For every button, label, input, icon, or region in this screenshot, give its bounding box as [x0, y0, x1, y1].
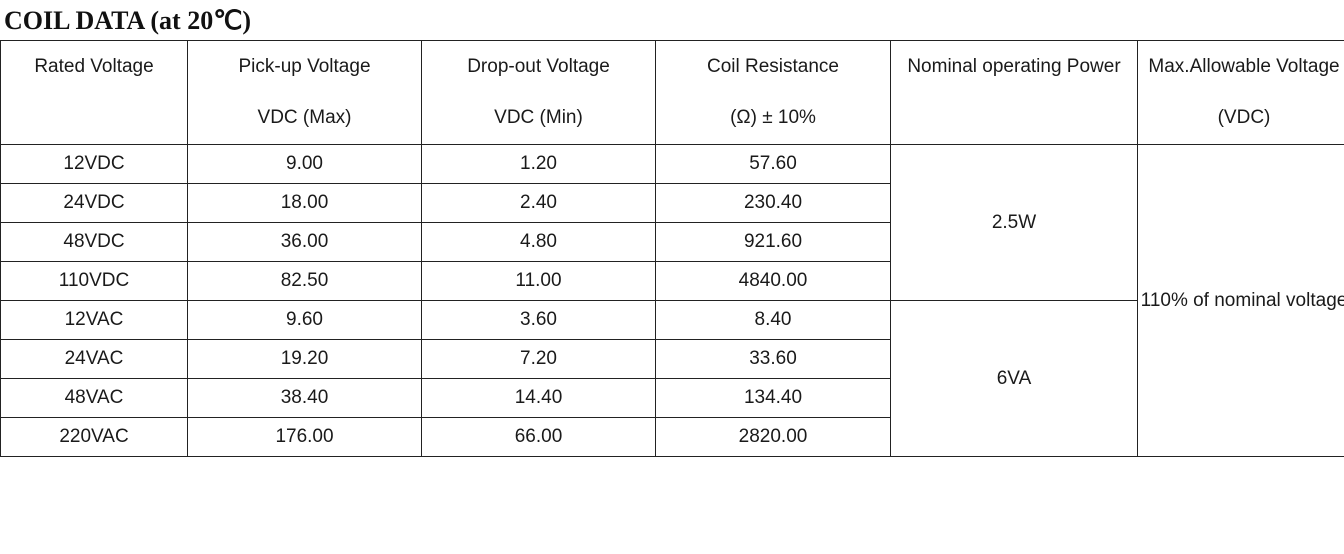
cell-dropout-voltage: 2.40: [421, 183, 656, 223]
table-row: 12VAC 9.60 3.60 8.40 6VA: [0, 300, 1344, 457]
cell-coil-resistance: 134.40: [655, 378, 891, 418]
cell-rated-voltage: 110VDC: [0, 261, 188, 301]
table-header-row: Rated Voltage Pick-up Voltage VDC (Max) …: [0, 40, 1344, 145]
header-label: Pick-up Voltage: [238, 56, 371, 77]
table-row: 24VAC 19.20 7.20 33.60: [0, 339, 1344, 379]
cell-coil-resistance: 921.60: [655, 222, 891, 262]
cell-coil-resistance: 57.60: [655, 144, 891, 184]
cell-rated-voltage: 48VAC: [0, 378, 188, 418]
cell-pickup-voltage: 82.50: [187, 261, 422, 301]
cell-pickup-voltage: 19.20: [187, 339, 422, 379]
table-row: 48VDC 36.00 4.80 921.60: [0, 222, 1344, 262]
cell-rated-voltage: 12VDC: [0, 144, 188, 184]
cell-rated-voltage: 48VDC: [0, 222, 188, 262]
cell-dropout-voltage: 3.60: [421, 300, 656, 340]
cell-pickup-voltage: 9.00: [187, 144, 422, 184]
header-coil-resistance: Coil Resistance (Ω) ± 10%: [655, 40, 891, 145]
cell-dropout-voltage: 14.40: [421, 378, 656, 418]
cell-coil-resistance: 230.40: [655, 183, 891, 223]
header-label: Drop-out Voltage: [467, 56, 610, 77]
cell-pickup-voltage: 18.00: [187, 183, 422, 223]
cell-rated-voltage: 12VAC: [0, 300, 188, 340]
header-unit: [892, 105, 1137, 131]
cell-coil-resistance: 4840.00: [655, 261, 891, 301]
cell-dropout-voltage: 11.00: [421, 261, 656, 301]
table-row: 220VAC 176.00 66.00 2820.00: [0, 417, 1344, 457]
cell-dropout-voltage: 1.20: [421, 144, 656, 184]
cell-coil-resistance: 33.60: [655, 339, 891, 379]
cell-pickup-voltage: 38.40: [187, 378, 422, 418]
header-unit: (VDC): [1217, 107, 1271, 128]
cell-rated-voltage: 24VAC: [0, 339, 188, 379]
cell-dropout-voltage: 7.20: [421, 339, 656, 379]
cell-coil-resistance: 2820.00: [655, 417, 891, 457]
header-unit: (Ω) ± 10%: [730, 107, 816, 128]
header-label: Coil Resistance: [707, 56, 839, 77]
cell-rated-voltage: 24VDC: [0, 183, 188, 223]
header-unit: VDC (Min): [494, 107, 583, 128]
header-dropout-voltage: Drop-out Voltage VDC (Min): [421, 40, 656, 145]
header-max-allowable-voltage: Max.Allowable Voltage (VDC): [1137, 40, 1344, 145]
cell-dropout-voltage: 66.00: [421, 417, 656, 457]
header-unit: VDC (Max): [257, 107, 352, 128]
table-row: 48VAC 38.40 14.40 134.40: [0, 378, 1344, 418]
table-row: 110VDC 82.50 11.00 4840.00: [0, 261, 1344, 301]
cell-coil-resistance: 8.40: [655, 300, 891, 340]
header-nominal-power: Nominal operating Power: [890, 40, 1138, 145]
header-label: Rated Voltage: [34, 56, 154, 77]
page-title: COIL DATA (at 20℃): [4, 6, 252, 35]
cell-rated-voltage: 220VAC: [0, 417, 188, 457]
header-rated-voltage: Rated Voltage: [0, 40, 188, 145]
cell-dropout-voltage: 4.80: [421, 222, 656, 262]
cell-pickup-voltage: 176.00: [187, 417, 422, 457]
header-pickup-voltage: Pick-up Voltage VDC (Max): [187, 40, 422, 145]
cell-pickup-voltage: 36.00: [187, 222, 422, 262]
cell-pickup-voltage: 9.60: [187, 300, 422, 340]
coil-data-table: Rated Voltage Pick-up Voltage VDC (Max) …: [0, 40, 1344, 457]
header-label: Nominal operating Power: [907, 56, 1121, 77]
header-label: Max.Allowable Voltage: [1148, 56, 1340, 77]
table-row: 12VDC 9.00 1.20 57.60 2.5W 110% of nomin…: [0, 144, 1344, 457]
header-unit: [2, 105, 187, 131]
table-row: 24VDC 18.00 2.40 230.40: [0, 183, 1344, 223]
cell-power-dc: 2.5W: [890, 144, 1138, 301]
cell-max-allowable: 110% of nominal voltage: [1137, 144, 1344, 457]
cell-power-ac: 6VA: [890, 300, 1138, 457]
